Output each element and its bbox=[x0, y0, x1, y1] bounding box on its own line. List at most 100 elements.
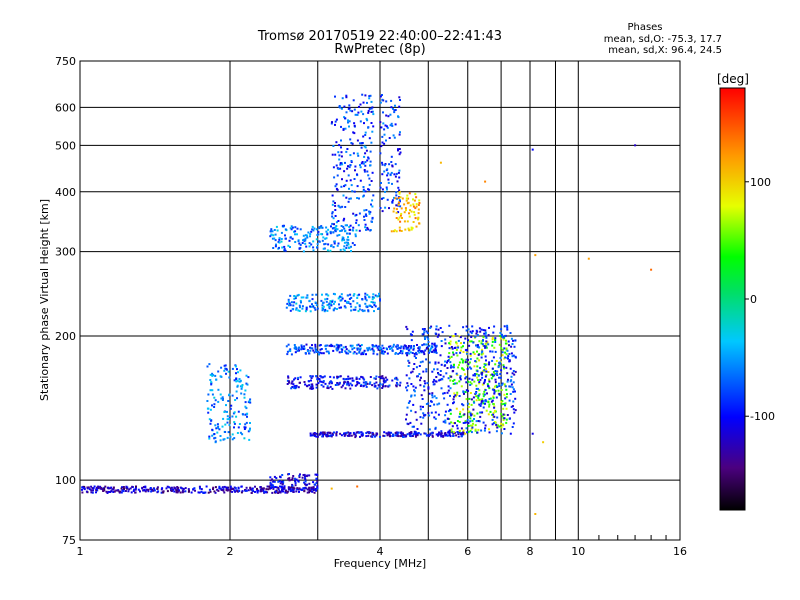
echo-point bbox=[467, 406, 470, 408]
echo-point bbox=[458, 380, 461, 383]
echo-point bbox=[502, 407, 505, 410]
echo-point bbox=[217, 425, 220, 428]
echo-point bbox=[308, 384, 311, 387]
echo-point bbox=[340, 155, 343, 158]
echo-point bbox=[312, 434, 315, 437]
echo-point bbox=[350, 142, 353, 144]
echo-point bbox=[294, 226, 297, 229]
echo-point bbox=[274, 491, 277, 494]
echo-point bbox=[386, 126, 389, 129]
echo-point bbox=[479, 415, 482, 418]
echo-point bbox=[373, 377, 376, 380]
echo-point bbox=[493, 405, 496, 408]
echo-point bbox=[431, 350, 434, 353]
echo-point bbox=[361, 93, 364, 96]
echo-point bbox=[327, 243, 330, 246]
echo-point bbox=[233, 486, 236, 489]
echo-point bbox=[83, 488, 86, 491]
echo-point bbox=[320, 384, 323, 387]
echo-point bbox=[221, 399, 224, 401]
echo-point bbox=[299, 488, 302, 491]
echo-point bbox=[423, 432, 426, 435]
echo-point bbox=[406, 406, 409, 409]
echo-point bbox=[332, 292, 335, 295]
echo-point bbox=[246, 412, 249, 415]
echo-point bbox=[170, 486, 173, 489]
echo-point bbox=[381, 350, 384, 353]
echo-point bbox=[428, 351, 430, 354]
x-tick-label: 6 bbox=[464, 545, 471, 558]
echo-point bbox=[390, 161, 393, 163]
echo-point bbox=[503, 403, 506, 405]
echo-point bbox=[334, 204, 337, 207]
echo-point bbox=[353, 244, 356, 246]
echo-point bbox=[223, 485, 226, 488]
echo-point bbox=[387, 181, 390, 184]
echo-point bbox=[288, 304, 290, 307]
echo-point bbox=[379, 382, 382, 385]
echo-point bbox=[406, 202, 409, 205]
echo-point bbox=[315, 482, 318, 484]
echo-point bbox=[333, 176, 336, 179]
echo-point bbox=[487, 343, 490, 346]
echo-point bbox=[297, 240, 300, 243]
echo-point bbox=[490, 377, 493, 380]
echo-point bbox=[360, 146, 363, 149]
echo-point bbox=[211, 404, 213, 407]
echo-point bbox=[456, 393, 459, 396]
echo-point bbox=[473, 418, 475, 420]
echo-point bbox=[165, 487, 168, 490]
echo-point bbox=[423, 329, 426, 332]
echo-point bbox=[310, 386, 313, 389]
echo-point bbox=[504, 402, 507, 405]
echo-point bbox=[348, 120, 351, 123]
colorbar bbox=[719, 87, 746, 511]
echo-point bbox=[422, 333, 425, 336]
echo-point bbox=[332, 349, 335, 352]
echo-point bbox=[478, 389, 481, 392]
echo-point bbox=[431, 434, 434, 437]
echo-point bbox=[486, 392, 488, 395]
echo-point bbox=[408, 361, 411, 364]
echo-point bbox=[311, 298, 314, 301]
echo-point bbox=[484, 379, 486, 381]
echo-point bbox=[364, 223, 367, 226]
echo-point bbox=[343, 378, 346, 381]
echo-point bbox=[321, 226, 324, 229]
echo-point bbox=[474, 374, 477, 377]
echo-point bbox=[153, 487, 156, 490]
echo-point bbox=[308, 491, 311, 494]
echo-point bbox=[383, 128, 386, 131]
echo-point bbox=[490, 400, 493, 403]
echo-point bbox=[484, 331, 487, 334]
echo-point bbox=[343, 105, 346, 108]
echo-point bbox=[330, 435, 333, 438]
echo-point bbox=[199, 487, 201, 490]
echo-point bbox=[363, 219, 366, 221]
echo-point bbox=[365, 435, 368, 438]
echo-point bbox=[412, 221, 415, 223]
echo-point bbox=[330, 487, 333, 490]
echo-point bbox=[90, 489, 93, 492]
echo-point bbox=[240, 485, 243, 488]
echo-point bbox=[354, 113, 357, 116]
echo-point bbox=[325, 237, 328, 240]
echo-point bbox=[384, 206, 387, 209]
echo-point bbox=[447, 430, 450, 433]
echo-point bbox=[494, 363, 497, 366]
echo-point bbox=[348, 125, 350, 128]
echo-point bbox=[356, 139, 359, 142]
echo-point bbox=[135, 485, 137, 488]
echo-point bbox=[368, 382, 371, 385]
echo-point bbox=[86, 487, 89, 490]
echo-point bbox=[434, 427, 437, 430]
echo-point bbox=[338, 351, 341, 354]
echo-point bbox=[344, 350, 347, 353]
echo-point bbox=[449, 343, 452, 346]
echo-point bbox=[476, 365, 479, 368]
echo-point bbox=[493, 391, 496, 394]
echo-point bbox=[501, 351, 504, 354]
echo-point bbox=[358, 377, 361, 380]
echo-point bbox=[506, 324, 509, 327]
echo-point bbox=[348, 297, 351, 300]
